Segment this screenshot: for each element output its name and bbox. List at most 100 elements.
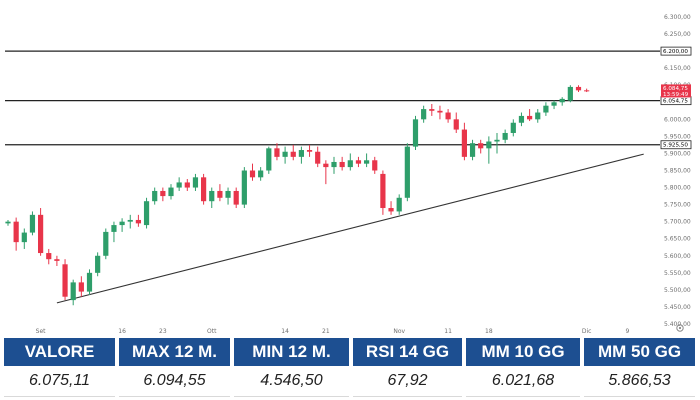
level-price-text: 6.200,00 — [663, 49, 688, 55]
candle — [38, 208, 44, 256]
stat-min-12m: MIN 12 M. 4.546,50 — [234, 338, 349, 399]
candle-body — [486, 141, 492, 149]
candle — [143, 197, 150, 229]
candle — [168, 184, 174, 200]
candle — [315, 146, 321, 168]
candle — [372, 156, 378, 174]
y-tick-label: 5.400,00 — [664, 321, 691, 328]
y-tick-label: 5.800,00 — [664, 185, 691, 192]
x-tick-label: 16 — [118, 328, 126, 335]
candle — [111, 221, 117, 243]
candle — [233, 187, 239, 209]
candle — [323, 160, 329, 185]
candle-body — [241, 170, 247, 205]
candle — [469, 139, 476, 161]
candle — [421, 105, 427, 123]
x-axis: Set 16 23 Ott 14 21 Nov 11 18 Dic 9 — [36, 328, 630, 335]
y-axis: 6.300,006.250,006.200,006.150,006.100,00… — [664, 14, 691, 328]
candle-body — [233, 190, 239, 205]
candle-body — [290, 151, 296, 157]
candle-body — [119, 221, 125, 226]
candle-body — [46, 253, 52, 260]
y-tick-label: 5.450,00 — [664, 304, 691, 311]
candle — [510, 119, 516, 137]
candle-body — [209, 190, 215, 202]
stat-mm-10gg: MM 10 GG 6.021,68 — [466, 338, 580, 399]
candle — [298, 146, 304, 164]
candle-body — [527, 115, 533, 120]
candle-body — [168, 187, 174, 197]
stat-value: 67,92 — [353, 366, 462, 397]
candle — [217, 184, 223, 202]
candle — [347, 153, 353, 171]
candle-body — [62, 264, 68, 297]
horizontal-levels — [5, 50, 660, 146]
x-tick-label: Ott — [207, 328, 217, 335]
candle-body — [103, 231, 109, 256]
candle-body — [331, 161, 337, 168]
candle — [388, 201, 394, 215]
stat-value: 6.094,55 — [119, 366, 230, 397]
candle — [176, 177, 182, 191]
candle — [445, 109, 451, 123]
level-price-text: 6.054,75 — [663, 99, 688, 105]
candle — [192, 173, 199, 191]
candle — [290, 144, 296, 161]
candle-body — [380, 173, 386, 209]
stat-mm-50gg: MM 50 GG 5.866,53 — [584, 338, 695, 399]
candle — [575, 85, 582, 93]
candle-body — [502, 132, 508, 140]
x-tick-label: 21 — [322, 328, 330, 335]
candle — [535, 109, 541, 123]
candle — [412, 115, 419, 151]
gear-icon[interactable] — [676, 324, 684, 332]
candle — [119, 218, 125, 232]
candle-body — [38, 214, 44, 254]
candle — [478, 139, 484, 154]
candle-body — [437, 110, 443, 113]
candle — [396, 194, 402, 215]
level-price-label: 5.925,50 — [660, 140, 692, 150]
y-tick-label: 5.850,00 — [664, 168, 691, 175]
level-price-box — [660, 140, 692, 150]
candle — [380, 170, 386, 215]
candle — [201, 173, 207, 205]
candle-body — [421, 109, 427, 120]
candle — [567, 85, 573, 103]
candle-body — [13, 221, 19, 243]
candle — [46, 248, 52, 265]
candle-body — [412, 119, 419, 147]
level-price-box — [660, 46, 692, 56]
candle-body — [78, 282, 84, 292]
candle — [103, 228, 109, 260]
candle-body — [274, 148, 280, 157]
candle — [282, 146, 288, 164]
candle-body — [282, 151, 288, 157]
candle-body — [404, 146, 410, 198]
candle-body — [143, 201, 150, 226]
y-tick-label: 5.700,00 — [664, 219, 691, 226]
stat-header: MM 10 GG — [466, 338, 580, 366]
candle-body — [266, 148, 272, 171]
candle-body — [5, 221, 11, 224]
candle-body — [535, 112, 541, 120]
y-tick-label: 6.250,00 — [664, 31, 691, 38]
candle-body — [306, 150, 313, 152]
stats-table: VALORE 6.075,11 MAX 12 M. 6.094,55 MIN 1… — [4, 338, 696, 399]
candlestick-chart: 6.300,006.250,006.200,006.150,006.100,00… — [5, 14, 692, 335]
candle-body — [355, 160, 362, 164]
candle — [437, 105, 443, 120]
candle — [339, 156, 345, 171]
candle-body — [21, 232, 27, 243]
stat-header: MIN 12 M. — [234, 338, 349, 366]
stat-value: 6.021,68 — [466, 366, 580, 397]
candle-body — [152, 190, 158, 202]
y-tick-label: 5.500,00 — [664, 287, 691, 294]
candle-body — [176, 182, 182, 188]
stat-header: MAX 12 M. — [119, 338, 230, 366]
candle — [518, 112, 525, 127]
candle — [331, 156, 337, 174]
current-price-text: 6.084,75 — [663, 86, 688, 92]
candle — [364, 153, 370, 168]
